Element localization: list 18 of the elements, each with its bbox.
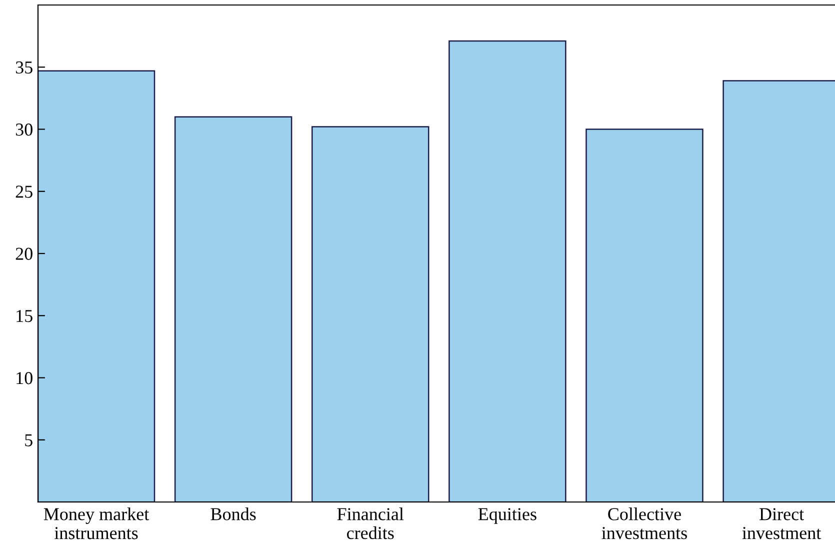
y-tick-label: 15 — [16, 310, 32, 322]
x-tick-label: Collective investments — [602, 508, 687, 540]
x-tick-label: Financial credits — [337, 508, 404, 540]
y-tick-label: 5 — [25, 434, 32, 446]
x-tick-label: Money market instruments — [44, 508, 150, 540]
bar — [38, 70, 156, 502]
x-tick-label: Direct investment — [742, 508, 822, 540]
y-tick-label: 10 — [16, 372, 32, 384]
y-tick-label: 30 — [16, 124, 32, 136]
x-tick-label: Bonds — [210, 508, 256, 520]
bar — [174, 116, 292, 502]
bar — [448, 40, 566, 502]
bar — [586, 128, 704, 502]
y-tick-label: 25 — [16, 186, 32, 198]
bar — [311, 126, 430, 502]
y-tick-label: 20 — [16, 248, 32, 260]
x-tick-label: Equities — [478, 508, 536, 524]
y-tick-label: 35 — [16, 61, 32, 74]
